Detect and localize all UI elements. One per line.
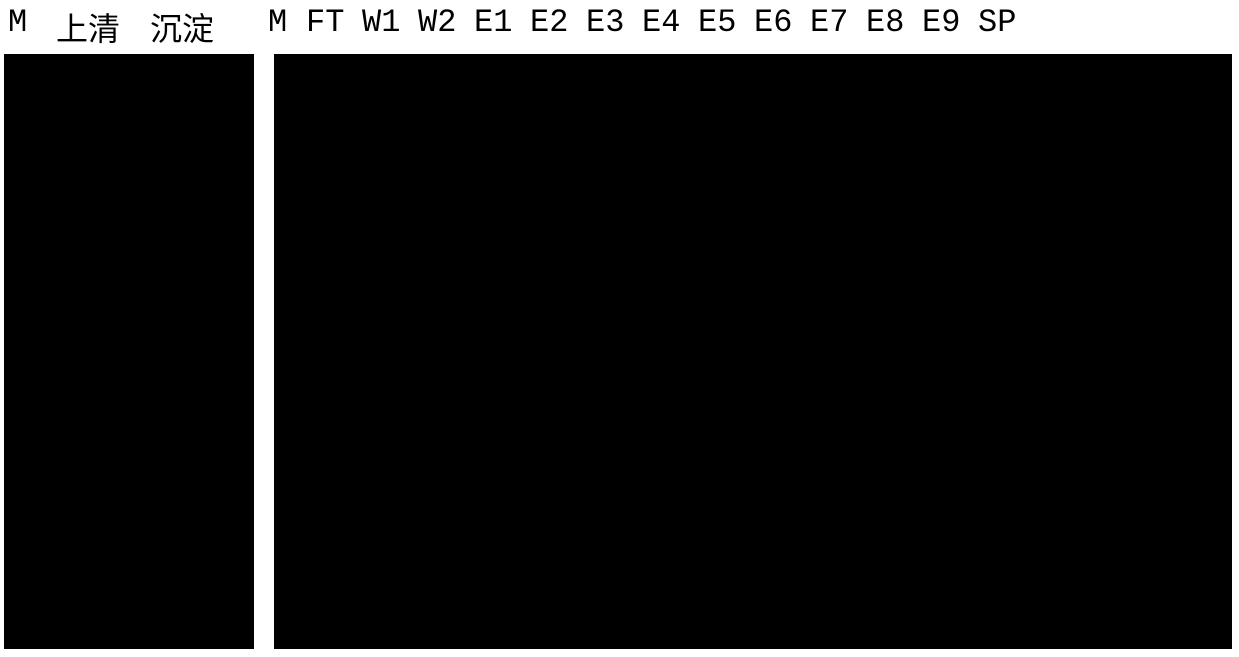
label-w2: W2 (418, 4, 462, 41)
label-sp: SP (978, 4, 1022, 41)
figure-container: M 上清 沉淀 M FT W1 W2 E1 E2 E3 E4 E5 E6 E7 … (0, 0, 1239, 657)
label-e1: E1 (474, 4, 518, 41)
label-e5: E5 (698, 4, 742, 41)
lane-labels-row: M 上清 沉淀 M FT W1 W2 E1 E2 E3 E4 E5 E6 E7 … (0, 0, 1239, 54)
label-e7: E7 (810, 4, 854, 41)
label-ft: FT (306, 4, 350, 41)
label-e4: E4 (642, 4, 686, 41)
label-marker-right: M (268, 4, 298, 41)
label-precipitate: 沉淀 (150, 4, 220, 50)
label-e9: E9 (922, 4, 966, 41)
label-e6: E6 (754, 4, 798, 41)
label-e8: E8 (866, 4, 910, 41)
label-e2: E2 (530, 4, 574, 41)
gels-row (0, 54, 1239, 657)
label-e3: E3 (586, 4, 630, 41)
gel-image-right (274, 54, 1232, 649)
label-supernatant: 上清 (56, 4, 126, 50)
gel-image-left (4, 54, 254, 649)
label-marker-left: M (8, 4, 46, 41)
label-w1: W1 (362, 4, 406, 41)
